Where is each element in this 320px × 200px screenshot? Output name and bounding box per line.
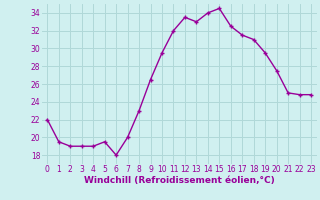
X-axis label: Windchill (Refroidissement éolien,°C): Windchill (Refroidissement éolien,°C) xyxy=(84,176,275,185)
